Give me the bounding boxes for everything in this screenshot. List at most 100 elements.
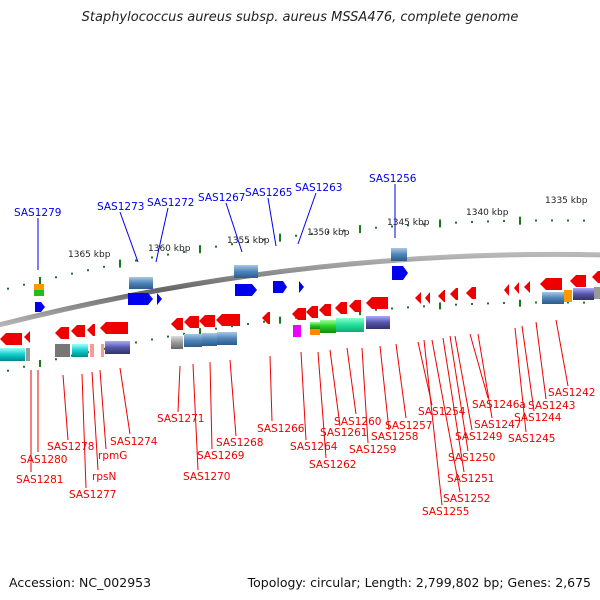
scale-label-1340: 1340 kbp (466, 208, 509, 218)
scale-tick (327, 231, 329, 234)
cds-block (336, 318, 364, 332)
label-line (62, 374, 69, 441)
label-line (317, 351, 327, 459)
reverse-gene-arrow (540, 278, 562, 290)
forward-gene-arrow (299, 281, 304, 293)
scale-tick (423, 305, 425, 308)
gene-label: SAS1262 (309, 459, 356, 471)
orange-feature (34, 284, 44, 290)
scale-tick (231, 243, 233, 246)
reverse-gene-arrow (570, 275, 586, 287)
scale-tick (183, 250, 185, 253)
label-line (177, 365, 181, 413)
reverse-gene-arrow (262, 312, 270, 324)
cds-block (171, 336, 183, 349)
reverse-gene-arrow (349, 300, 361, 312)
label-line (300, 351, 307, 441)
cds-block (564, 290, 572, 302)
cds-block (234, 265, 258, 278)
gene-label: SAS1257 (385, 420, 432, 432)
scale-tick (263, 238, 265, 241)
gene-label: SAS1270 (183, 471, 230, 483)
gene-label: SAS1252 (443, 493, 490, 505)
reverse-gene-arrow (184, 316, 199, 328)
label-line (449, 335, 469, 452)
forward-gene-arrow (157, 293, 162, 305)
scale-tick (151, 338, 153, 341)
label-line (417, 341, 433, 406)
forward-gene-arrow (235, 284, 257, 296)
label-line (192, 363, 199, 471)
reverse-gene-arrow (171, 318, 183, 330)
scale-tick (487, 302, 489, 305)
scale-tick (119, 259, 121, 268)
scale-tick (247, 322, 249, 325)
forward-gene-labels: SAS1279 SAS1273 SAS1272 SAS1267 SAS1265 … (14, 173, 417, 219)
gene-label: rpsN (92, 471, 116, 483)
scale-tick (71, 272, 73, 275)
forward-gene-arrow (273, 281, 287, 293)
gene-label: SAS1273 (97, 201, 144, 213)
reverse-gene-arrow (319, 304, 331, 316)
reverse-gene-arrow (24, 331, 30, 343)
cds-block (26, 348, 30, 361)
gene-label: SAS1258 (371, 431, 418, 443)
reverse-gene-arrow (592, 271, 600, 283)
genome-title: Staphylococcus aureus subsp. aureus MSSA… (81, 10, 519, 25)
forward-features (34, 248, 408, 312)
scale-tick (455, 221, 457, 224)
gene-label: SAS1254 (418, 406, 466, 418)
scale-tick (231, 325, 233, 328)
scale-tick (215, 245, 217, 248)
scale-tick (391, 307, 393, 310)
scale-label-1355: 1355 kbp (227, 236, 270, 246)
gene-label: SAS1244 (514, 412, 562, 424)
cds-block (391, 248, 407, 261)
label-line (346, 347, 357, 415)
label-line (477, 333, 493, 419)
reverse-gene-arrow (306, 306, 318, 318)
reverse-gene-arrow (415, 292, 421, 304)
reverse-gene-arrow (87, 324, 95, 336)
reverse-gene-arrow (366, 297, 388, 309)
label-line (555, 319, 569, 387)
scale-tick (7, 287, 9, 290)
gene-label: SAS1272 (147, 197, 194, 209)
label-line (119, 211, 139, 263)
label-line (442, 337, 465, 473)
cds-block (129, 277, 153, 289)
label-line (267, 197, 277, 247)
scale-tick (423, 223, 425, 226)
scale-tick (503, 220, 505, 223)
scale-tick (375, 226, 377, 229)
scale-label-1365: 1365 kbp (68, 250, 111, 260)
label-line (431, 339, 461, 493)
label-line (379, 345, 390, 431)
gene-label: SAS1249 (455, 431, 502, 443)
scale-tick (311, 232, 313, 235)
scale-tick (23, 283, 25, 286)
cds-block (0, 348, 25, 361)
scale-tick (551, 219, 553, 222)
cds-block (184, 334, 202, 347)
scale-label-1360: 1360 kbp (148, 244, 191, 254)
gene-label: SAS1263 (295, 182, 342, 194)
scale-tick (295, 234, 297, 237)
scale-tick (39, 359, 41, 367)
cds-block (542, 292, 564, 304)
reverse-gene-arrow (504, 284, 509, 296)
scale-tick (183, 332, 185, 335)
scale-tick (583, 219, 585, 222)
gene-label: SAS1251 (447, 473, 494, 485)
gene-label: SAS1277 (69, 489, 116, 501)
label-line (225, 202, 243, 253)
reverse-gene-arrow (514, 282, 519, 294)
gene-label-lines (30, 184, 569, 506)
forward-gene-arrow (392, 266, 408, 280)
scale-tick (567, 301, 569, 304)
gene-label: SAS1243 (528, 400, 575, 412)
scale-tick (199, 328, 201, 336)
scale-tick (471, 220, 473, 223)
scale-label-1350: 1350 kbp (307, 228, 350, 238)
scale-tick (199, 245, 201, 254)
